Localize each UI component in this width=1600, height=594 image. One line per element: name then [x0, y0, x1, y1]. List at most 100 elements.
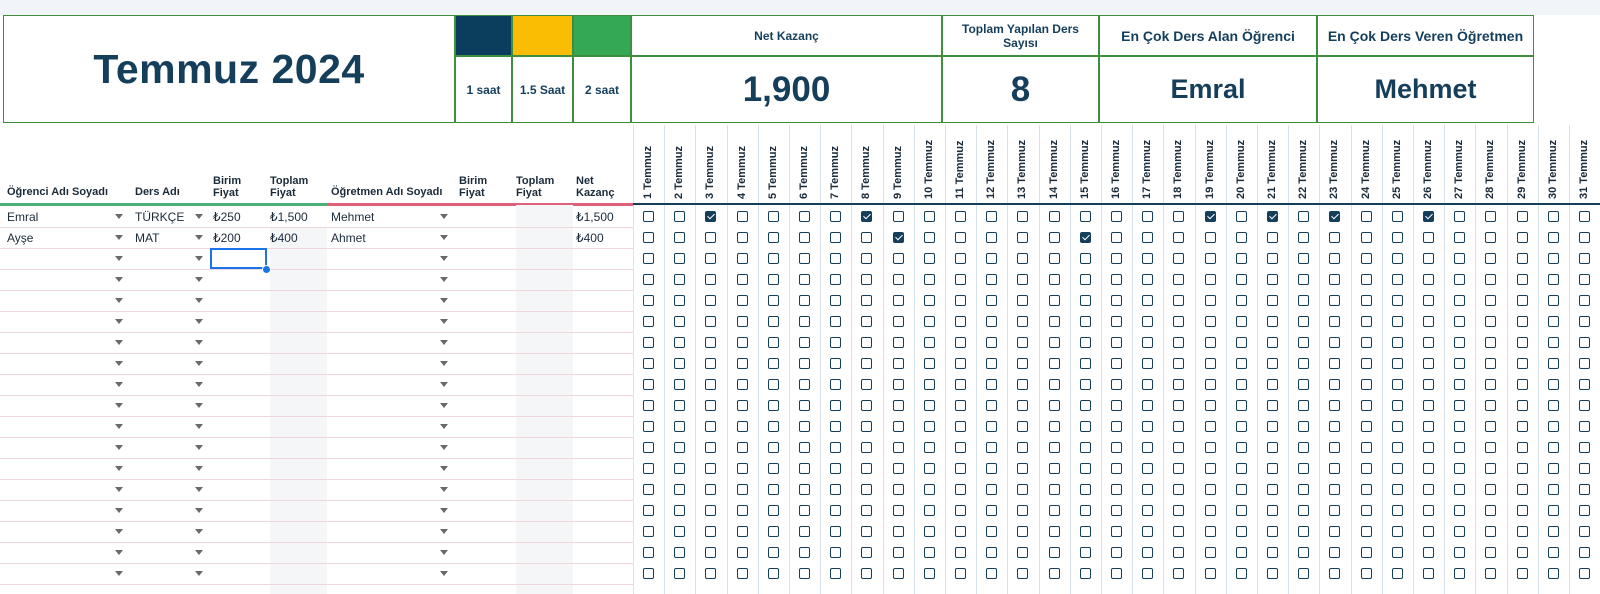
day-checkbox[interactable]	[1173, 421, 1185, 432]
lesson-dropdown-icon[interactable]	[195, 298, 203, 303]
day-checkbox[interactable]	[767, 379, 779, 390]
day-checkbox[interactable]	[1423, 274, 1434, 285]
day-checkbox[interactable]	[1173, 484, 1185, 495]
day-checkbox[interactable]	[892, 421, 904, 432]
day-checkbox[interactable]	[1048, 211, 1060, 222]
day-checkbox[interactable]	[705, 400, 717, 411]
day-checkbox[interactable]	[674, 421, 686, 432]
day-checkbox[interactable]	[1142, 379, 1154, 390]
day-checkbox[interactable]	[955, 232, 966, 243]
day-checkbox[interactable]	[643, 337, 654, 348]
day-checkbox[interactable]	[1017, 421, 1029, 432]
day-checkbox[interactable]	[1173, 211, 1185, 222]
day-checkbox[interactable]	[705, 337, 717, 348]
day-checkbox[interactable]	[1423, 568, 1434, 579]
day-checkbox[interactable]	[1267, 232, 1278, 243]
day-checkbox[interactable]	[1111, 421, 1122, 432]
day-checkbox[interactable]	[1423, 358, 1434, 369]
lesson-dropdown-icon[interactable]	[195, 466, 203, 471]
day-checkbox[interactable]	[1235, 232, 1247, 243]
day-checkbox[interactable]	[1048, 358, 1060, 369]
student-name-cell[interactable]: Emral	[7, 210, 39, 224]
day-checkbox[interactable]	[861, 505, 873, 516]
day-column-header[interactable]: 19 Temmuz	[1194, 125, 1226, 203]
day-checkbox[interactable]	[830, 379, 842, 390]
day-checkbox[interactable]	[736, 295, 748, 306]
day-checkbox[interactable]	[1111, 316, 1122, 327]
student-dropdown-icon[interactable]	[115, 340, 123, 345]
day-checkbox[interactable]	[1298, 484, 1310, 495]
day-checkbox[interactable]	[1423, 505, 1434, 516]
spreadsheet-grid[interactable]: Temmuz 2024 1 saat 1.5 Saat 2 saat Net K…	[0, 15, 1600, 594]
day-checkbox[interactable]	[1329, 295, 1341, 306]
day-checkbox[interactable]	[1048, 316, 1060, 327]
day-checkbox[interactable]	[767, 253, 779, 264]
day-checkbox[interactable]	[1235, 463, 1247, 474]
day-checkbox[interactable]	[767, 316, 779, 327]
day-checkbox[interactable]	[1079, 274, 1091, 285]
day-checkbox[interactable]	[923, 337, 935, 348]
day-checkbox[interactable]	[955, 484, 966, 495]
day-checkbox[interactable]	[705, 421, 717, 432]
day-checkbox[interactable]	[1111, 211, 1122, 222]
day-checkbox[interactable]	[955, 400, 966, 411]
day-checkbox[interactable]	[674, 526, 686, 537]
day-checkbox[interactable]	[1391, 547, 1403, 558]
day-column-header[interactable]: 30 Temmuz	[1537, 125, 1569, 203]
day-checkbox[interactable]	[1516, 421, 1528, 432]
day-checkbox[interactable]	[767, 232, 779, 243]
student-dropdown-icon[interactable]	[115, 571, 123, 576]
day-checkbox[interactable]	[1454, 400, 1466, 411]
day-column-header[interactable]: 31 Temmuz	[1569, 125, 1600, 203]
day-checkbox[interactable]	[1454, 253, 1466, 264]
day-checkbox[interactable]	[674, 274, 686, 285]
teacher-name-cell[interactable]: Ahmet	[331, 231, 366, 245]
day-checkbox[interactable]	[1204, 442, 1216, 453]
day-checkbox[interactable]	[1454, 295, 1466, 306]
day-checkbox[interactable]	[799, 547, 810, 558]
day-checkbox[interactable]	[923, 274, 935, 285]
day-checkbox[interactable]	[1329, 442, 1341, 453]
day-column-header[interactable]: 27 Temmuz	[1444, 125, 1475, 203]
day-checkbox[interactable]	[1173, 379, 1185, 390]
day-checkbox[interactable]	[1454, 421, 1466, 432]
day-checkbox[interactable]	[1142, 505, 1154, 516]
day-checkbox[interactable]	[1516, 400, 1528, 411]
day-checkbox[interactable]	[1454, 526, 1466, 537]
day-checkbox[interactable]	[1267, 358, 1278, 369]
day-checkbox[interactable]	[1423, 421, 1434, 432]
day-checkbox[interactable]	[1547, 463, 1559, 474]
day-checkbox[interactable]	[1235, 316, 1247, 327]
day-checkbox[interactable]	[1360, 547, 1372, 558]
day-checkbox[interactable]	[736, 568, 748, 579]
day-checkbox[interactable]	[1516, 463, 1528, 474]
day-checkbox[interactable]	[1360, 379, 1372, 390]
day-checkbox[interactable]	[1547, 421, 1559, 432]
day-checkbox[interactable]	[923, 400, 935, 411]
day-checkbox[interactable]	[923, 526, 935, 537]
student-dropdown-icon[interactable]	[115, 235, 123, 240]
day-checkbox[interactable]	[1017, 463, 1029, 474]
teacher-dropdown-icon[interactable]	[440, 445, 448, 450]
day-checkbox[interactable]	[767, 295, 779, 306]
day-checkbox[interactable]	[1391, 337, 1403, 348]
day-checkbox[interactable]	[1329, 358, 1341, 369]
day-checkbox[interactable]	[1173, 295, 1185, 306]
column-header-student[interactable]: Öğrenci Adı Soyadı	[7, 186, 109, 198]
day-checkbox[interactable]	[892, 400, 904, 411]
day-checkbox[interactable]	[955, 253, 966, 264]
day-checkbox[interactable]	[986, 211, 998, 222]
day-checkbox[interactable]	[705, 253, 717, 264]
day-checkbox[interactable]	[1267, 568, 1278, 579]
day-column-header[interactable]: 15 Temmuz	[1069, 125, 1101, 203]
day-checkbox[interactable]	[1111, 400, 1122, 411]
day-checkbox[interactable]	[1111, 484, 1122, 495]
lesson-dropdown-icon[interactable]	[195, 424, 203, 429]
day-checkbox[interactable]	[1516, 316, 1528, 327]
day-checkbox[interactable]	[1204, 211, 1216, 222]
day-checkbox[interactable]	[767, 274, 779, 285]
day-column-header[interactable]: 8 Temmuz	[851, 125, 882, 203]
day-checkbox[interactable]	[830, 442, 842, 453]
day-checkbox[interactable]	[1173, 274, 1185, 285]
day-checkbox[interactable]	[1579, 400, 1590, 411]
